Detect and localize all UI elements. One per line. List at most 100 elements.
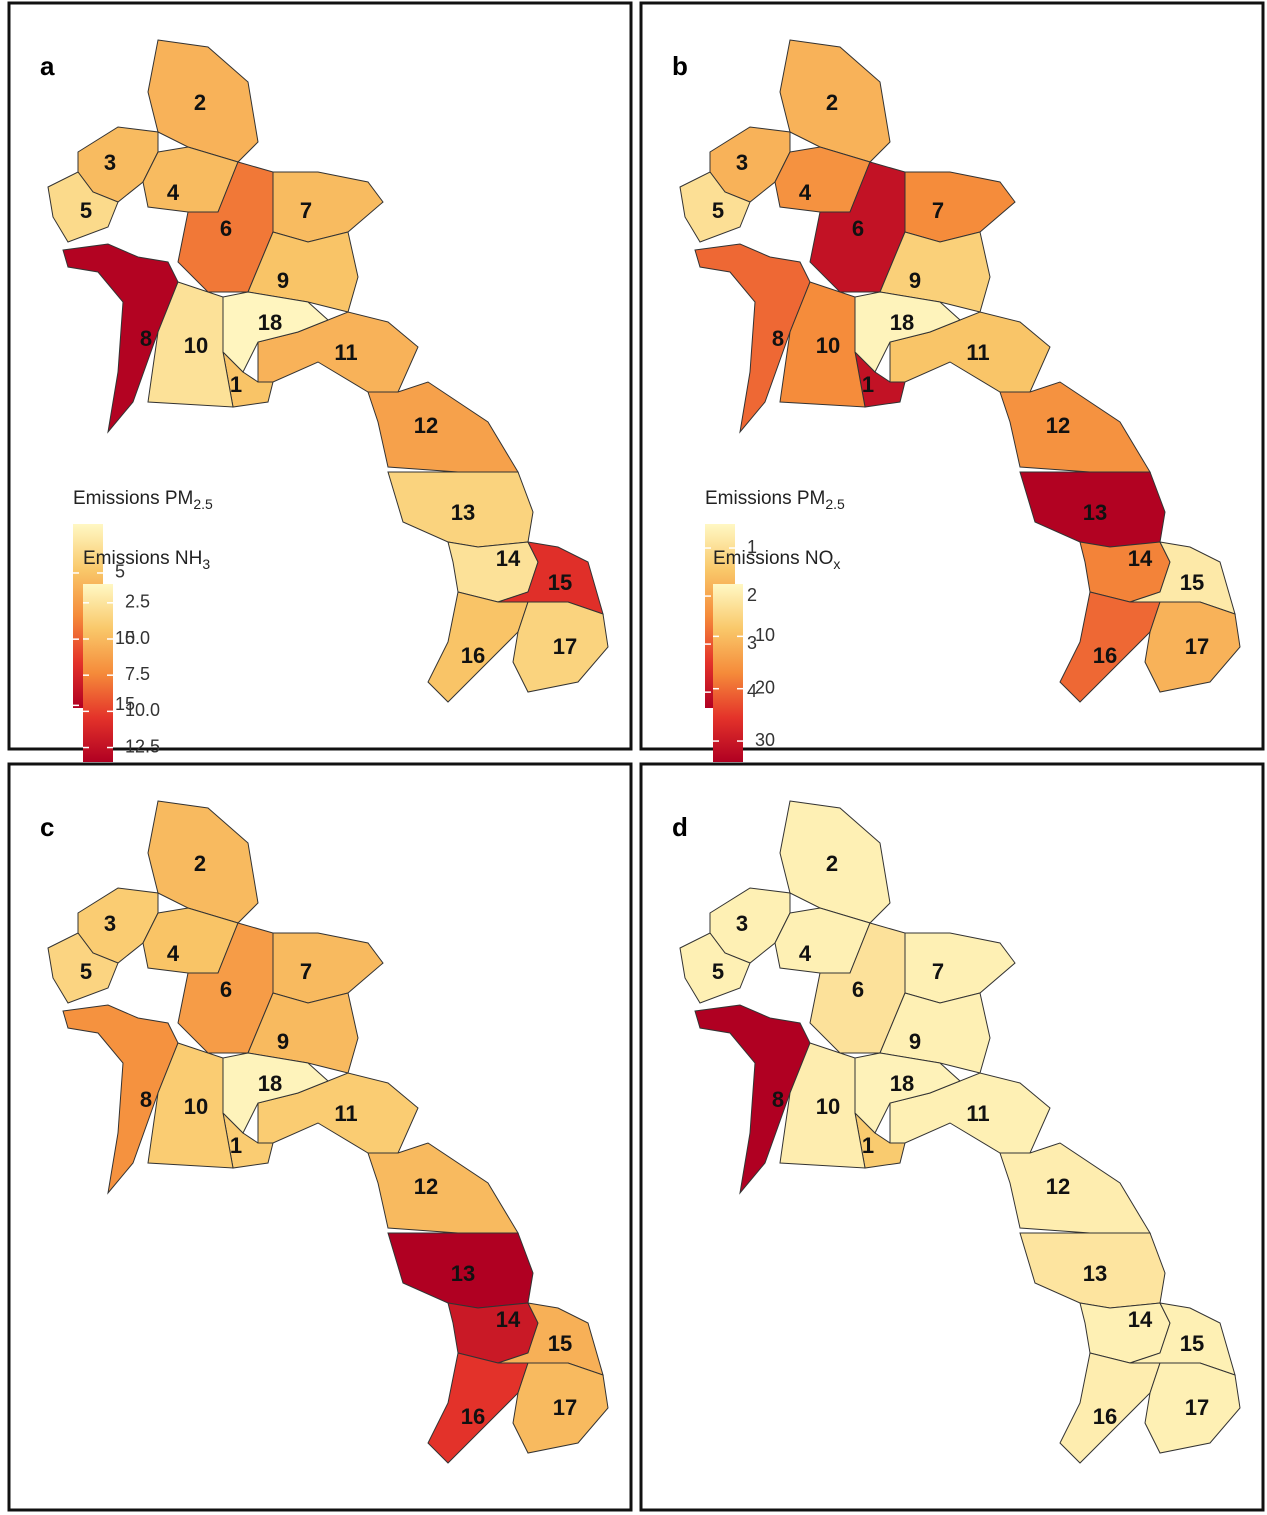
province-label: 7	[300, 959, 312, 984]
province-label: 18	[258, 1071, 282, 1096]
province-label: 8	[772, 326, 784, 351]
panel-letter: d	[672, 812, 688, 842]
province-label: 13	[1083, 1261, 1107, 1286]
province	[512, 1362, 609, 1454]
province	[694, 243, 811, 434]
province	[779, 1042, 866, 1169]
province-label: 14	[1128, 1307, 1153, 1332]
panel-frame	[7, 762, 633, 1512]
colorbar-tick-label: 1	[747, 537, 757, 557]
province	[999, 381, 1151, 473]
legend-title-main: Emissions NH	[83, 548, 202, 569]
province-label: 3	[104, 150, 116, 175]
panel-letter: b	[672, 51, 688, 81]
province	[1059, 591, 1161, 703]
province-label: 5	[80, 959, 92, 984]
province	[512, 601, 609, 693]
province-label: 8	[140, 1087, 152, 1112]
province-label: 1	[230, 1133, 242, 1158]
province-label: 7	[932, 959, 944, 984]
province-label: 11	[966, 1101, 989, 1126]
province-label: 15	[1180, 570, 1204, 595]
province-label: 17	[553, 1395, 577, 1420]
province-label: 14	[496, 1307, 521, 1332]
colorbar-tick-label: 30	[755, 730, 775, 750]
province-label: 11	[334, 1101, 357, 1126]
province-label: 8	[772, 1087, 784, 1112]
province	[367, 1142, 519, 1234]
legend-title: Emissions PM2.5	[73, 488, 213, 512]
colorbar-tick-label: 10	[755, 625, 775, 645]
province	[904, 932, 1016, 1004]
colorbar-tick-label: 10.0	[125, 700, 160, 720]
colorbar-tick-label: 3	[747, 633, 757, 653]
province-label: 16	[1093, 643, 1117, 668]
province	[854, 291, 961, 373]
province-label: 6	[852, 216, 864, 241]
colorbar-tick-label: 5.0	[125, 628, 150, 648]
province-label: 15	[548, 1331, 572, 1356]
province-label: 5	[80, 198, 92, 223]
province-label: 6	[220, 216, 232, 241]
province-label: 14	[1128, 546, 1153, 571]
panel-letter: c	[40, 812, 54, 842]
legend-title-sub: 3	[202, 556, 210, 572]
province-label: 13	[1083, 500, 1107, 525]
province-label: 15	[1180, 1331, 1204, 1356]
legend-title-sub: x	[833, 556, 840, 572]
province	[47, 171, 119, 243]
province-label: 17	[1185, 634, 1209, 659]
province-label: 9	[277, 268, 289, 293]
colorbar-tick-label: 5	[115, 562, 125, 582]
province-label: 12	[414, 413, 438, 438]
province-label: 5	[712, 198, 724, 223]
colorbar-tick-label: 4	[747, 681, 757, 701]
legend-title-sub: 2.5	[825, 496, 845, 512]
legend-title-main: Emissions PM	[705, 488, 825, 509]
colorbar	[83, 584, 113, 762]
legend-title-sub: 2.5	[193, 496, 213, 512]
province-label: 12	[414, 1174, 438, 1199]
province-label: 18	[890, 310, 914, 335]
province-label: 1	[862, 1133, 874, 1158]
province-label: 15	[548, 570, 572, 595]
colorbar-tick-label: 2.5	[125, 592, 150, 612]
province	[1144, 601, 1241, 693]
province-label: 3	[736, 150, 748, 175]
province-label: 6	[852, 977, 864, 1002]
province	[147, 1042, 234, 1169]
colorbar-tick-label: 7.5	[125, 664, 150, 684]
province-label: 4	[799, 941, 812, 966]
province-label: 18	[258, 310, 282, 335]
province	[62, 243, 179, 434]
legend-title: Emissions PM2.5	[705, 488, 845, 512]
province	[854, 1052, 961, 1134]
panel-frame	[639, 1, 1265, 751]
province-label: 10	[816, 333, 840, 358]
colorbar-tick-label: 20	[755, 677, 775, 697]
province	[999, 1142, 1151, 1234]
province-label: 1	[862, 372, 874, 397]
province-label: 7	[300, 198, 312, 223]
province	[1059, 1352, 1161, 1464]
province-label: 16	[461, 1404, 485, 1429]
province-label: 16	[1093, 1404, 1117, 1429]
province-label: 7	[932, 198, 944, 223]
province-label: 4	[167, 941, 180, 966]
province-label: 8	[140, 326, 152, 351]
province	[147, 281, 234, 408]
province	[427, 1352, 529, 1464]
province	[367, 381, 519, 473]
colorbar	[713, 584, 743, 762]
province-label: 9	[909, 1029, 921, 1054]
province-label: 1	[230, 372, 242, 397]
province-label: 12	[1046, 413, 1070, 438]
province	[427, 591, 529, 703]
province-label: 11	[966, 340, 989, 365]
colorbar-tick-label: 2	[747, 585, 757, 605]
province	[272, 932, 384, 1004]
colorbar-tick-label: 10	[115, 628, 135, 648]
